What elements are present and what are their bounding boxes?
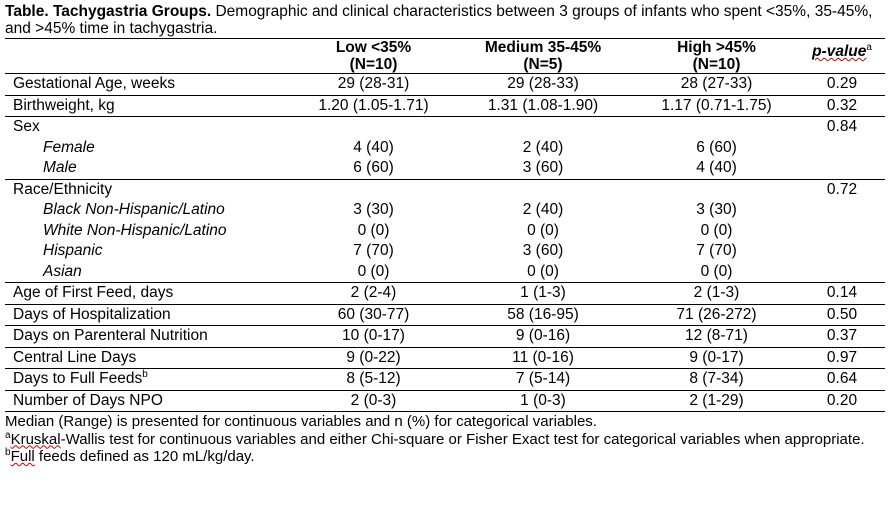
table-row: Asian 0 (0) 0 (0) 0 (0) [5, 262, 885, 283]
footnote-median: Median (Range) is presented for continuo… [5, 413, 597, 430]
header-pvalue: p-valuea [812, 42, 872, 61]
table-row: Age of First Feed, days 2 (2-4) 1 (1-3) … [5, 283, 885, 304]
table-row: Hispanic 7 (70) 3 (60) 7 (70) [43, 242, 737, 259]
header-low: Low <35% (N=10) [335, 39, 412, 73]
header-blank [5, 39, 295, 74]
characteristics-table: Low <35% (N=10) Medium 35-45% (N=5) High >… [5, 38, 885, 412]
document: Table. Tachygastria Groups. Demographic … [5, 3, 892, 466]
table-row: Central Line Days 9 (0-22) 11 (0-16) 9 (… [5, 347, 885, 369]
header-high: High >45% (N=10) [677, 39, 756, 73]
table-row: Male 6 (60) 3 (60) 4 (40) [5, 158, 885, 179]
table-row: Birthweight, kg 1.20 (1.05-1.71) 1.31 (1… [5, 95, 885, 117]
table-row: Days of Hospitalization 60 (30-77) 58 (1… [5, 304, 885, 326]
header-medium: Medium 35-45% (N=5) [484, 39, 602, 73]
footnote-b: bFull feeds defined as 120 mL/kg/day. [5, 447, 255, 466]
table-header: Low <35% (N=10) Medium 35-45% (N=5) High >… [5, 38, 885, 74]
caption-text: Demographic and clinical characteristics… [5, 3, 873, 37]
table-row: Sex 0.84 [13, 118, 858, 135]
table-row: Race/Ethnicity 0.72 [13, 180, 858, 198]
table-caption: Table. Tachygastria Groups. Demographic … [5, 3, 892, 37]
table-row: Gestational Age, weeks 29 (28-31) 29 (28… [5, 74, 885, 95]
table-row: Black Non-Hispanic/Latino 3 (30) 2 (40) … [43, 201, 737, 218]
table-footnotes: Median (Range) is presented for continuo… [5, 413, 892, 466]
table-row: Female 4 (40) 2 (40) 6 (60) [43, 138, 737, 156]
table-row: White Non-Hispanic/Latino 0 (0) 0 (0) 0 … [43, 221, 733, 239]
footnote-a: aKruskal-Wallis test for continuous vari… [5, 429, 865, 448]
table-row: Number of Days NPO 2 (0-3) 1 (0-3) 2 (1-… [5, 390, 885, 412]
caption-title: Table. Tachygastria Groups. [5, 3, 212, 20]
table-row: Days on Parenteral Nutrition 10 (0-17) 9… [5, 326, 885, 347]
table-row: Days to Full Feedsb 8 (5-12) 7 (5-14) 8 … [5, 369, 885, 390]
